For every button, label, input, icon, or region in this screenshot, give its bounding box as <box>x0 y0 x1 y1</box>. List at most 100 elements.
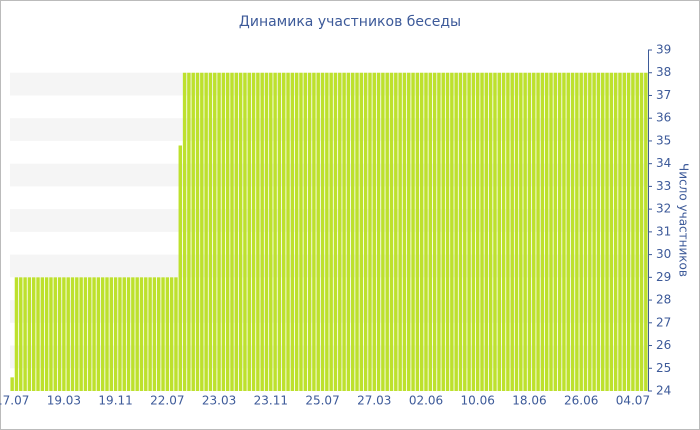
bar <box>592 72 596 391</box>
bar <box>126 277 131 391</box>
x-tick-label: 26.06 <box>564 394 598 408</box>
bar <box>376 72 381 391</box>
chart-title: Динамика участников беседы <box>239 14 461 30</box>
bar <box>342 72 346 391</box>
y-tick-label: 39 <box>656 43 671 57</box>
bar <box>230 72 234 391</box>
bar <box>269 72 273 391</box>
bar <box>191 72 195 391</box>
bar <box>88 277 92 391</box>
y-tick-label: 24 <box>656 384 671 398</box>
bar <box>44 277 49 391</box>
x-tick-label: 27.03 <box>357 394 391 408</box>
bar <box>320 72 325 391</box>
bar <box>156 277 161 391</box>
bar <box>135 277 139 391</box>
bar <box>213 72 217 391</box>
bar <box>350 72 355 391</box>
bar <box>264 72 269 391</box>
bar <box>139 277 144 391</box>
bar <box>613 72 618 391</box>
bar <box>316 72 320 391</box>
bar <box>631 72 635 391</box>
bars <box>10 72 648 391</box>
bar <box>635 72 639 391</box>
bar <box>286 72 290 391</box>
grid-band <box>10 163 648 187</box>
bar <box>583 72 588 391</box>
bar <box>519 72 523 391</box>
bar <box>549 72 553 391</box>
bar <box>463 72 467 391</box>
bar <box>14 277 19 391</box>
bar <box>622 72 627 391</box>
bar <box>200 72 204 391</box>
bar <box>566 72 570 391</box>
bar <box>359 72 364 391</box>
bar <box>501 72 506 391</box>
bar <box>100 277 105 391</box>
x-tick-label: 19.03 <box>47 394 81 408</box>
bar <box>579 72 583 391</box>
bar <box>303 72 308 391</box>
bar <box>618 72 622 391</box>
y-tick-label: 37 <box>656 88 671 102</box>
bar <box>161 277 165 391</box>
bar <box>428 72 433 391</box>
bar <box>105 277 109 391</box>
bar <box>148 277 152 391</box>
bar <box>411 72 415 391</box>
bar <box>437 72 441 391</box>
bar <box>450 72 454 391</box>
bar <box>40 277 45 391</box>
bar <box>540 72 545 391</box>
bar <box>398 72 402 391</box>
bar <box>510 72 514 391</box>
bar <box>70 277 75 391</box>
y-tick-label: 29 <box>656 270 671 284</box>
bar <box>312 72 316 391</box>
x-tick-label: 02.06 <box>409 394 443 408</box>
bar <box>333 72 338 391</box>
bar <box>36 277 40 391</box>
bar <box>294 72 299 391</box>
bands <box>10 72 648 369</box>
bar <box>467 72 471 391</box>
bar <box>75 277 79 391</box>
bar <box>131 277 135 391</box>
bar <box>605 72 609 391</box>
bar <box>122 277 126 391</box>
y-tick-label: 35 <box>656 133 671 147</box>
bar <box>299 72 303 391</box>
y-tick-label: 36 <box>656 111 671 125</box>
y-tick-label: 25 <box>656 361 671 375</box>
bar <box>644 72 648 391</box>
bar <box>234 72 239 391</box>
bar <box>169 277 174 391</box>
bar <box>208 72 213 391</box>
bar <box>394 72 398 391</box>
bar <box>445 72 450 391</box>
x-tick-label: 10.06 <box>461 394 495 408</box>
bar <box>204 72 208 391</box>
bar <box>273 72 277 391</box>
bar <box>329 72 333 391</box>
bar <box>532 72 536 391</box>
bar <box>544 72 549 391</box>
bar <box>389 72 394 391</box>
bar <box>251 72 256 391</box>
bar <box>290 72 295 391</box>
bar <box>96 277 101 391</box>
bar <box>19 277 23 391</box>
bar <box>523 72 527 391</box>
bar <box>92 277 96 391</box>
bar <box>307 72 312 391</box>
x-tick-label: 17.07 <box>0 394 29 408</box>
grid-band <box>10 300 648 323</box>
bar <box>557 72 562 391</box>
bar <box>57 277 62 391</box>
y-tick-label: 27 <box>656 315 671 329</box>
bar <box>601 72 605 391</box>
